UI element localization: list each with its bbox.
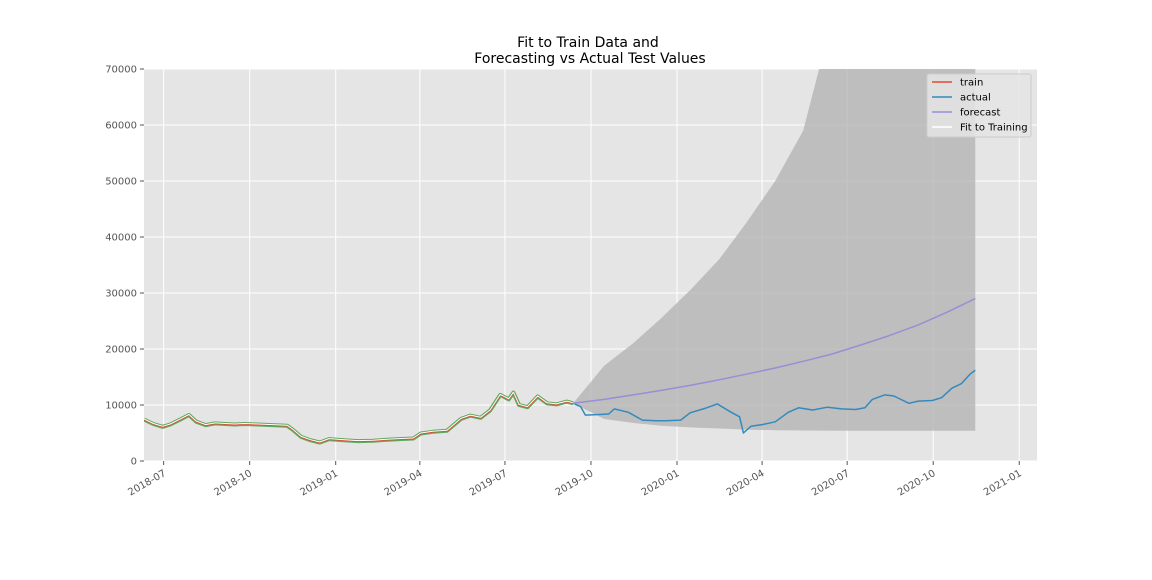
y-tick-label: 20000 <box>105 345 137 356</box>
x-tick-label: 2019-07 <box>468 468 510 498</box>
x-tick-label: 2020-04 <box>725 468 767 498</box>
legend-box <box>926 73 1032 138</box>
y-tick-label: 40000 <box>105 233 137 244</box>
legend-label: actual <box>960 93 991 104</box>
forecast-line <box>573 297 976 405</box>
y-tick-label: 0 <box>131 457 137 468</box>
legend-label: train <box>960 78 983 89</box>
x-tick-label: 2019-10 <box>554 468 596 498</box>
x-tick-label: 2019-01 <box>298 468 340 498</box>
y-tick-label: 30000 <box>105 289 137 300</box>
series-lines-layer <box>144 297 976 445</box>
legend-label: forecast <box>960 108 1001 119</box>
x-tick-label: 2020-07 <box>810 468 852 498</box>
x-tick-label: 2020-01 <box>640 468 682 498</box>
x-tick-label: 2021-01 <box>982 468 1024 498</box>
grid-lines <box>144 68 1037 462</box>
x-tick-label: 2018-07 <box>126 468 168 498</box>
y-tick-label: 60000 <box>105 121 137 132</box>
fit-to-training-line <box>144 391 574 443</box>
actual-line <box>572 369 976 434</box>
y-tick-label: 50000 <box>105 177 137 188</box>
legend-label: Fit to Training <box>960 123 1028 134</box>
x-tick-label: 2019-04 <box>383 468 425 498</box>
x-tick-label: 2018-10 <box>212 468 254 498</box>
y-tick-label: 70000 <box>105 65 137 76</box>
chart-title-line-1: Fit to Train Data and <box>517 35 659 51</box>
legend: train actual forecast Fit to Training <box>926 73 1032 138</box>
chart-title-line-2: Forecasting vs Actual Test Values <box>474 51 705 67</box>
x-tick-label: 2020-10 <box>896 468 938 498</box>
y-tick-label: 10000 <box>105 401 137 412</box>
